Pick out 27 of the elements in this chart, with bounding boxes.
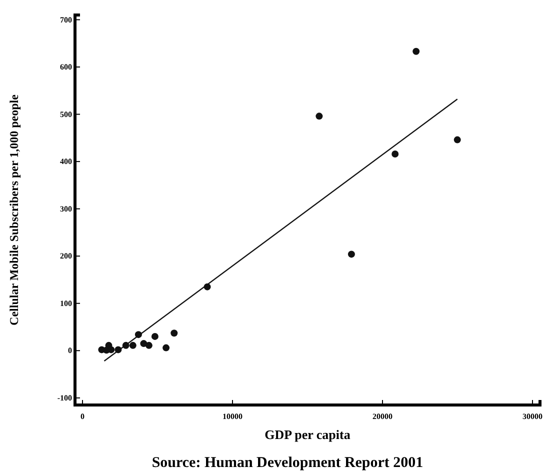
point [151, 332, 158, 340]
x-tick-label: 30000 [522, 412, 542, 422]
point [140, 340, 148, 348]
point [392, 150, 399, 158]
point [412, 48, 420, 55]
x-tick-label: 10000 [222, 412, 242, 422]
y-tick-label: 500 [60, 110, 72, 119]
y-tick-label: 300 [60, 204, 72, 214]
point [454, 136, 461, 144]
y-tick-label: 600 [60, 62, 72, 72]
y-tick-label: 200 [60, 252, 72, 261]
y-tick-label: 400 [60, 157, 72, 166]
point [145, 342, 152, 349]
point [129, 342, 136, 349]
y-tick-label: 0 [68, 346, 72, 356]
y-tick-label: 100 [60, 298, 72, 308]
point [348, 250, 355, 258]
source-note: Source: Human Development Report 2001 [152, 455, 424, 471]
x-tick-label: 0 [80, 412, 84, 422]
y-tick-label: -100 [57, 393, 72, 402]
x-axis-title: GDP per capita [264, 427, 351, 442]
point [170, 330, 178, 337]
x-tick-label: 20000 [372, 412, 392, 422]
y-axis-title: Cellular Mobile Subscribers per 1,000 people [7, 94, 21, 326]
point [316, 112, 323, 120]
y-tick-label: 700 [60, 15, 72, 24]
point [162, 344, 170, 352]
